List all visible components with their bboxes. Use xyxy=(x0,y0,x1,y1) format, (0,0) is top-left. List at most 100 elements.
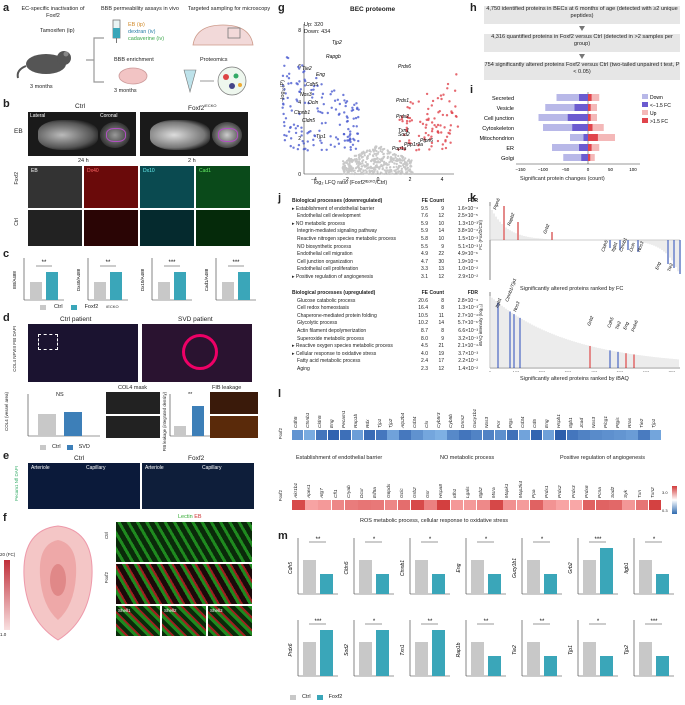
g-point-ns xyxy=(375,152,378,155)
g-point-ns xyxy=(397,154,400,158)
g-point-down xyxy=(310,88,313,92)
d-col4-svd-mask xyxy=(106,416,160,438)
g-point-ns xyxy=(372,162,375,165)
g-point-down xyxy=(307,130,311,134)
m-bar-ctrl xyxy=(527,560,540,594)
g-point-down xyxy=(306,140,309,143)
g-point-ns xyxy=(375,145,378,148)
l-heat-cell xyxy=(463,500,477,510)
k-bot-gene: Tie2 xyxy=(614,320,622,330)
g-point-down xyxy=(282,97,285,101)
i-bar-down xyxy=(545,104,588,111)
g-point-down xyxy=(321,111,324,115)
g-point-down xyxy=(284,92,287,95)
g-point-ns xyxy=(378,167,381,170)
l-heat-cell xyxy=(450,500,464,510)
d-svd-image xyxy=(142,324,252,382)
g-title: BEC proteome xyxy=(350,6,396,13)
g-point-ns xyxy=(379,171,382,174)
g-point-ns xyxy=(381,148,385,151)
l-heat-cell xyxy=(447,430,459,440)
g-point-down xyxy=(354,147,358,150)
g-point-ns xyxy=(403,158,406,162)
i-legend-label: >1.5 FC xyxy=(650,119,668,125)
g-point-down xyxy=(355,125,358,128)
g-point-up xyxy=(409,142,412,145)
m-bar-ctrl xyxy=(471,560,484,594)
tracer-cadaverine: cadaverine (iv) xyxy=(128,36,165,42)
k-bot-xtick: 200 xyxy=(539,370,546,372)
l-gene-label: Prdx1 xyxy=(545,485,551,498)
i-bar-up xyxy=(588,134,615,141)
g-point-up xyxy=(405,119,409,123)
c-bar-ko xyxy=(238,272,250,300)
i-legend-swatch xyxy=(642,110,648,115)
l-gene-label: Eng xyxy=(329,419,335,428)
g-point-up xyxy=(430,130,434,133)
g-point-ns xyxy=(368,153,371,156)
tracer-eb: EB (ip) xyxy=(128,22,145,28)
l-heat-cell xyxy=(648,500,662,510)
g-point-down xyxy=(318,129,321,132)
l-gene-label: Sod2 xyxy=(611,486,617,498)
d-fib-label: FIB leakage xyxy=(212,385,242,391)
f-brain-heatmap xyxy=(23,525,93,641)
g-point-ns xyxy=(373,172,377,175)
e-foxf2-label: Foxf2 xyxy=(188,455,205,462)
g-point-down xyxy=(301,64,304,67)
g-point-up xyxy=(417,144,420,147)
g-point-up xyxy=(426,112,429,116)
l-heat-cell xyxy=(602,430,614,440)
m-sig-text: * xyxy=(373,537,376,543)
g-point-down xyxy=(290,109,293,112)
j-table-up: Biological processes (upregulated) FE Coun… xyxy=(292,290,478,374)
k-ylabel-bot: iBAQ intensity (log₁₀) xyxy=(478,304,483,346)
g-point-ns xyxy=(343,168,346,171)
g-point-down xyxy=(312,84,316,88)
i-xtick: 50 xyxy=(608,167,614,172)
l-heat-cell xyxy=(344,500,358,510)
l-heat-cell xyxy=(292,500,305,510)
g-point-ns xyxy=(381,150,384,154)
g-point-ns xyxy=(404,157,407,160)
l-group4: ROS metabolic process, cellular response… xyxy=(360,518,508,524)
l-gene-label: Prdx2 xyxy=(558,485,564,498)
l-gene-label: Itgb2 xyxy=(479,487,484,498)
g-xtick: −2 xyxy=(343,177,349,183)
j-row: Cell junction organization 4.7 30 1.9×10⁻⁸ xyxy=(292,258,478,265)
i-xlabel: Significant protein changes (count) xyxy=(520,176,605,182)
panel-a-label: a xyxy=(3,2,10,14)
l-heat-cell xyxy=(506,430,519,440)
g-point-down xyxy=(296,83,299,86)
k-top-gene-up: Rapb2 xyxy=(506,212,515,227)
g-gene-down: Ctnnb1 xyxy=(294,110,310,116)
m-gene-label: Cldn5 xyxy=(344,561,350,574)
g-point-ns xyxy=(344,161,347,164)
m-sig-text: * xyxy=(653,537,656,543)
panel-f-label: f xyxy=(3,512,7,524)
l-heat-cell xyxy=(582,500,596,510)
l-gene-label: Cldn5 xyxy=(317,415,323,428)
g-point-ns xyxy=(345,159,349,162)
c-sig-text: *** xyxy=(168,260,176,266)
b-ctrl-label: Ctrl xyxy=(75,103,86,110)
g-point-ns xyxy=(389,156,392,159)
g-point-down xyxy=(329,143,333,147)
g-point-ns xyxy=(376,170,379,173)
l-heat-cell xyxy=(529,500,543,510)
d-col4-chart xyxy=(27,394,100,437)
i-category: ER xyxy=(506,146,514,152)
g-point-ns xyxy=(366,149,369,152)
g-point-up xyxy=(425,92,429,96)
g-point-ns xyxy=(389,151,392,154)
g-gene-up: Sod2 xyxy=(398,132,410,138)
g-point-down xyxy=(306,149,309,152)
g-point-down xyxy=(346,119,349,123)
g-point-up xyxy=(423,136,426,139)
g-point-ns xyxy=(376,161,379,164)
e-arteriole-ctrl: Arteriole xyxy=(31,465,50,471)
i-bar-up-strong xyxy=(588,94,592,101)
g-point-up xyxy=(406,115,409,118)
g-xtick: 2 xyxy=(409,177,412,183)
g-point-up xyxy=(436,123,440,127)
